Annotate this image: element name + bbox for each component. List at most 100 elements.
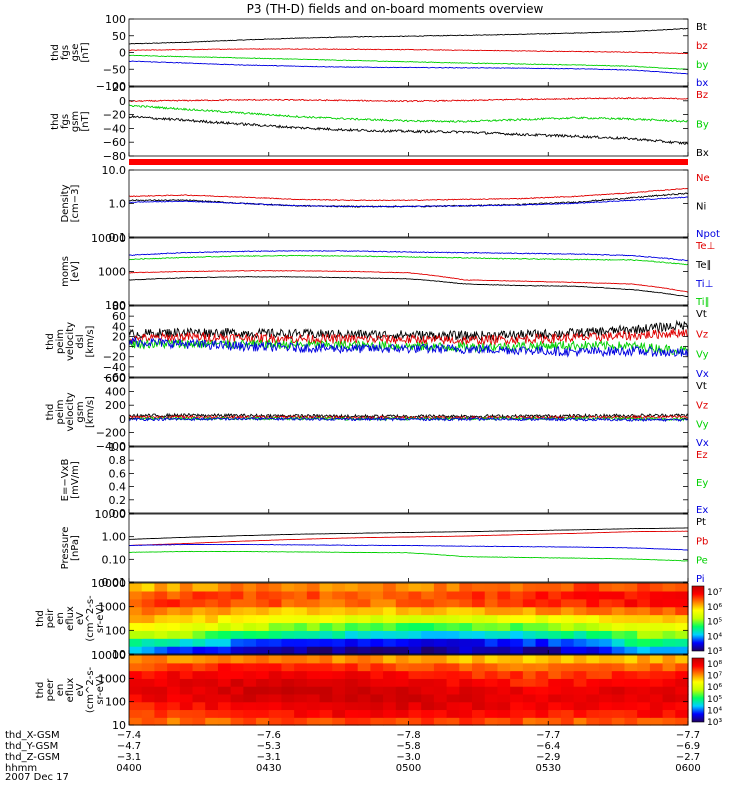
- spectrogram-cell: [459, 590, 473, 600]
- spectrogram-cell: [573, 709, 587, 718]
- spectrogram-cell: [217, 709, 232, 718]
- spectrogram-cell: [294, 590, 308, 600]
- spectrogram-cell: [573, 583, 587, 592]
- spectrogram-cell: [649, 693, 664, 703]
- spectrogram-cell: [522, 638, 537, 647]
- spectrogram-cell: [167, 655, 181, 664]
- x-axis-tick-label: −7.6: [257, 730, 281, 741]
- spectrogram-cell: [192, 686, 206, 695]
- spectrogram-cell: [256, 717, 270, 726]
- spectrogram-cell: [243, 709, 257, 718]
- spectrogram-cell: [268, 678, 283, 687]
- spectrogram-cell: [395, 614, 410, 624]
- spectrogram-cell: [675, 670, 689, 679]
- x-axis-tick-label: −7.7: [536, 730, 560, 741]
- spectrogram-cell: [624, 590, 638, 600]
- spectrogram-cell: [294, 693, 308, 703]
- spectrogram-cell: [586, 670, 600, 679]
- spectrogram-cell: [167, 662, 181, 672]
- spectrogram-cell: [662, 614, 676, 624]
- spectrogram-cell: [662, 606, 676, 616]
- spectrogram-cell: [332, 662, 346, 672]
- spectrogram-cell: [522, 583, 537, 592]
- spectrogram-cell: [395, 583, 410, 592]
- legend-Vz: Vz: [696, 400, 708, 411]
- spectrogram-cell: [421, 655, 435, 664]
- spectrogram-cell: [560, 630, 575, 639]
- x-axis-tick-label: −5.3: [257, 741, 281, 752]
- spectrogram-cell: [649, 583, 664, 592]
- spectrogram-cell: [408, 693, 422, 703]
- spectrogram-cell: [268, 590, 283, 600]
- spectrogram-cell: [319, 646, 333, 655]
- legend-Vx: Vx: [696, 438, 709, 449]
- spectrogram-cell: [319, 662, 333, 672]
- spectrogram-cell: [446, 709, 460, 718]
- spectrogram-cell: [370, 670, 384, 679]
- spectrogram-cell: [510, 606, 524, 616]
- spectrogram-cell: [548, 622, 562, 631]
- spectrogram-cell: [599, 646, 613, 655]
- spectrogram-cell: [497, 670, 511, 679]
- spectrogram-cell: [586, 646, 600, 655]
- spectrogram-cell: [459, 655, 473, 664]
- spectrogram-cell: [484, 709, 499, 718]
- x-axis-tick-label: −5.8: [396, 741, 420, 752]
- spectrogram-cell: [256, 638, 270, 647]
- spectrogram-cell: [548, 709, 562, 718]
- spectrogram-cell: [383, 670, 397, 679]
- spectrogram-cell: [522, 614, 537, 624]
- spectrogram-cell: [306, 622, 321, 631]
- spectrogram-cell: [370, 622, 384, 631]
- spectrogram-cell: [268, 662, 283, 672]
- spectrogram-cell: [662, 646, 676, 655]
- spectrogram-cell: [167, 622, 181, 631]
- spectrogram-cell: [484, 693, 499, 703]
- y-tick-label: 0: [119, 47, 126, 60]
- spectrogram-cell: [306, 655, 321, 664]
- spectrogram-cell: [611, 709, 626, 718]
- spectrogram-cell: [281, 606, 295, 616]
- spectrogram-cell: [433, 583, 448, 592]
- spectrogram-cell: [154, 655, 168, 664]
- legend-Ez: Ez: [696, 450, 708, 461]
- x-axis-tick-label: 0500: [396, 763, 421, 774]
- panel-frame: [128, 169, 689, 238]
- spectrogram-cell: [357, 606, 371, 616]
- spectrogram-cell: [649, 655, 664, 664]
- spectrogram-cell: [129, 646, 143, 655]
- spectrogram-cell: [484, 583, 499, 592]
- y-tick-label: 100: [105, 696, 126, 709]
- spectrogram-cell: [433, 662, 448, 672]
- panel-frame: [128, 446, 689, 514]
- y-tick-label: 10: [112, 648, 126, 661]
- legend-Pe: Pe: [696, 556, 708, 567]
- spectrogram-cell: [370, 590, 384, 600]
- spectrogram-cell: [243, 693, 257, 703]
- spectrogram-cell: [281, 678, 295, 687]
- spectrogram-cell: [230, 701, 244, 711]
- legend-Pt: Pt: [696, 517, 706, 528]
- y-axis-label: [eV]: [70, 261, 81, 282]
- y-tick-label: 20: [112, 81, 126, 94]
- spectrogram-cell: [243, 655, 257, 664]
- spectrogram-cell: [637, 614, 651, 624]
- spectrogram-cell: [548, 717, 562, 726]
- spectrogram-cell: [179, 638, 194, 647]
- spectrogram-cell: [154, 693, 168, 703]
- spectrogram-cell: [421, 662, 435, 672]
- spectrogram-cell: [637, 638, 651, 647]
- spectrogram-cell: [459, 678, 473, 687]
- spectrogram-cell: [306, 630, 321, 639]
- series-line-Bz: [128, 96, 689, 103]
- spectrogram-cell: [141, 606, 156, 616]
- series-line-Te∥: [128, 275, 688, 297]
- panel-peir_spectrogram: 10⁷ 10⁶ 10⁵ 10⁴ 10³ 10000 1000 100 10 thd peir en ef…: [35, 577, 722, 661]
- spectrogram-cell: [510, 583, 524, 592]
- spectrogram-cell: [624, 686, 638, 695]
- spectrogram-cell: [535, 693, 549, 703]
- spectrogram-cell: [281, 662, 295, 672]
